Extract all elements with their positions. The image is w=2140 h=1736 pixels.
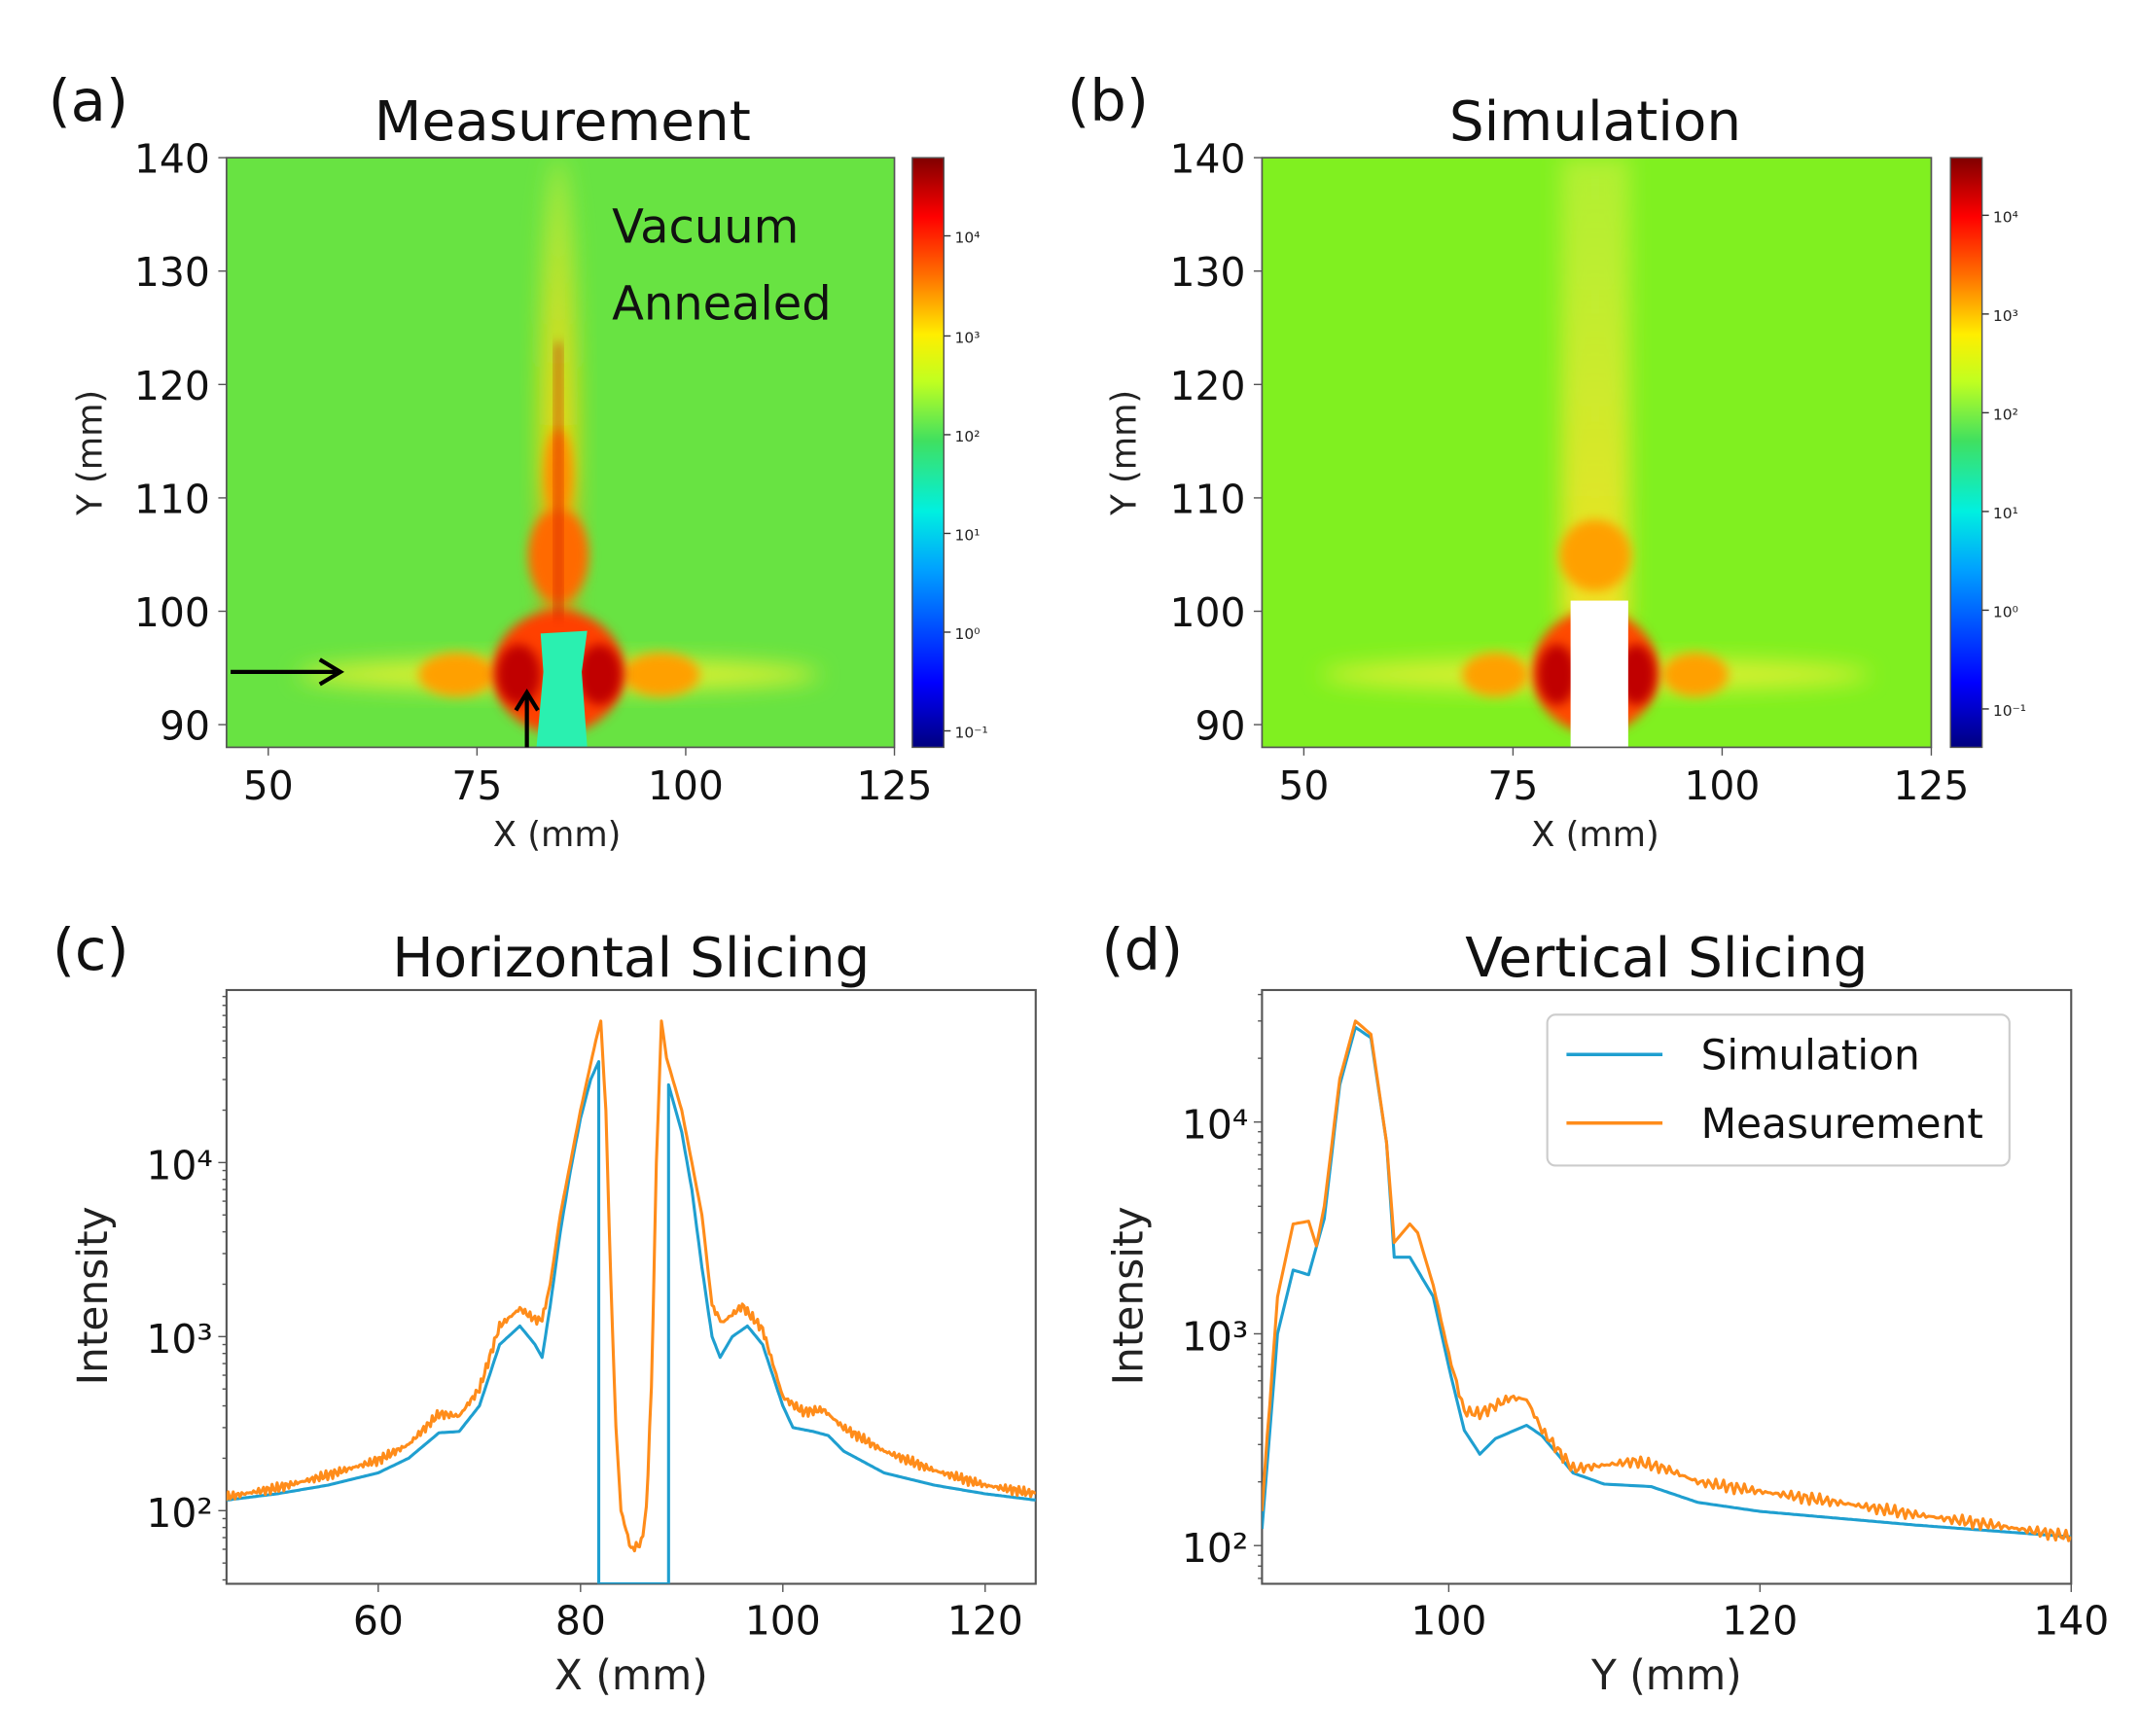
y-tick-label: 110 (134, 476, 210, 522)
y-tick-label: 90 (1195, 703, 1245, 750)
panel-a: (a) Measurement Vacuum Annealed (49, 67, 988, 855)
title-a: Measurement (374, 90, 751, 154)
series-group (1262, 1019, 2072, 1542)
legend-label-simulation: Simulation (1701, 1032, 1920, 1080)
series-line-simulation (226, 1060, 1036, 1584)
colorbar-tick-label: 10² (1993, 406, 2018, 423)
series-line-simulation (1262, 1025, 2072, 1539)
y-tick-label: 10³ (1182, 1313, 1248, 1360)
ylabel-d: Intensity (1105, 1206, 1153, 1385)
colorbar-tick-label: 10⁰ (1993, 603, 2018, 620)
colorbar-tick-label: 10⁻¹ (1993, 702, 2026, 720)
arrow-vertical-icon (514, 688, 540, 748)
sample-region (1570, 600, 1628, 748)
y-tick-label: 110 (1169, 476, 1245, 522)
series-group (226, 1019, 1036, 1584)
x-tick-label: 75 (451, 762, 502, 809)
xlabel-a: X (mm) (493, 815, 621, 855)
x-tick-label: 120 (947, 1598, 1023, 1645)
plot-area (225, 988, 1037, 1585)
x-tick-label: 120 (1722, 1598, 1798, 1645)
y-tick-label: 10³ (146, 1316, 212, 1363)
x-tick-label: 50 (1278, 762, 1329, 809)
colorbar-a (911, 157, 945, 749)
x-tick-label: 50 (243, 762, 294, 809)
y-tick-label: 10² (146, 1490, 212, 1537)
x-tick-label: 100 (1684, 762, 1760, 809)
colorbar-tick-label: 10⁻¹ (955, 725, 988, 742)
y-tick-label: 90 (160, 703, 210, 750)
y-tick-label: 140 (1169, 136, 1245, 183)
xlabel-b: X (mm) (1531, 815, 1658, 855)
y-tick-label: 100 (1169, 589, 1245, 636)
legend: Simulation Measurement (1546, 1013, 2011, 1167)
x-tick-label: 75 (1487, 762, 1538, 809)
annotation-line-2: Annealed (612, 278, 832, 332)
panel-b: (b) Simulation 50 75 100 125 140 130 120 110 100… (1067, 67, 2026, 855)
ylabel-b: Y (mm) (1105, 390, 1145, 516)
xlabel-d: Y (mm) (1590, 1651, 1742, 1699)
xlabel-c: X (mm) (554, 1651, 708, 1699)
y-tick-label: 10² (1182, 1525, 1248, 1572)
colorbar-b (1949, 157, 1983, 749)
x-tick-label: 60 (353, 1598, 404, 1645)
x-tick-label: 100 (745, 1598, 821, 1645)
annotation-line-1: Vacuum (612, 201, 799, 255)
y-tick-label: 130 (1169, 249, 1245, 296)
series-line-measurement (1262, 1019, 2072, 1542)
x-tick-label: 100 (648, 762, 724, 809)
colorbar-tick-label: 10⁴ (955, 230, 981, 247)
title-b: Simulation (1449, 90, 1741, 154)
y-tick-label: 10⁴ (1182, 1102, 1248, 1149)
y-tick-label: 140 (134, 136, 210, 183)
y-tick-label: 130 (134, 249, 210, 296)
colorbar-tick-label: 10⁴ (1993, 208, 2018, 226)
colorbar-tick-label: 10³ (955, 329, 981, 346)
panel-label-c: (c) (53, 916, 129, 983)
y-tick-label: 120 (134, 363, 210, 409)
colorbar-tick-label: 10¹ (955, 527, 981, 545)
panel-label-a: (a) (49, 67, 128, 134)
title-c: Horizontal Slicing (392, 927, 870, 990)
x-tick-label: 125 (857, 762, 933, 809)
arrow-horizontal-icon (231, 657, 345, 687)
series-line-measurement (226, 1019, 1036, 1553)
colorbar-tick-label: 10¹ (1993, 505, 2018, 522)
colorbar-tick-label: 10² (955, 428, 981, 445)
title-d: Vertical Slicing (1465, 927, 1868, 990)
panel-label-d: (d) (1101, 916, 1183, 983)
heatmap-a (226, 158, 895, 748)
sample-shadow-region (536, 630, 588, 748)
ylabel-a: Y (mm) (71, 390, 111, 516)
panel-label-b: (b) (1067, 67, 1149, 134)
ylabel-c: Intensity (69, 1206, 117, 1385)
colorbar-tick-label: 10³ (1993, 307, 2018, 325)
heatmap-b (1262, 158, 1932, 748)
y-tick-label: 10⁴ (146, 1142, 212, 1188)
colorbar-tick-label: 10⁰ (955, 625, 981, 643)
x-tick-label: 100 (1410, 1598, 1486, 1645)
panel-c: (c) Horizontal Slicing 10² 10³ 10⁴ 60 80 100 1… (53, 916, 1037, 1699)
legend-label-measurement: Measurement (1701, 1100, 1983, 1148)
x-tick-label: 140 (2033, 1598, 2109, 1645)
y-tick-label: 120 (1169, 363, 1245, 409)
x-tick-label: 125 (1893, 762, 1969, 809)
y-tick-label: 100 (134, 589, 210, 636)
x-tick-label: 80 (555, 1598, 606, 1645)
